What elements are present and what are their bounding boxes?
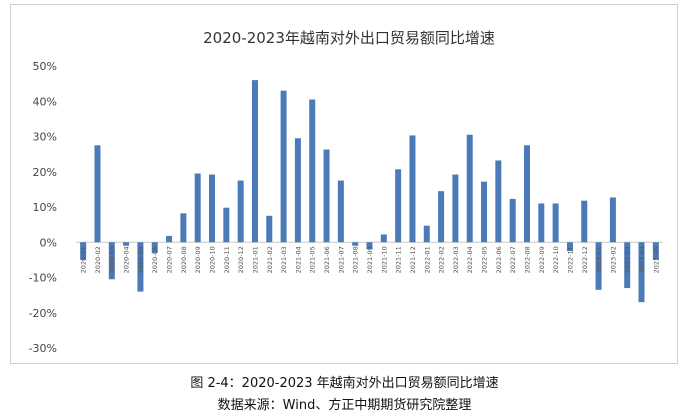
- x-tick-label: 2020-11: [223, 246, 231, 273]
- y-tick-label: 50%: [33, 60, 57, 73]
- x-tick-label: 2021-06: [323, 246, 331, 273]
- bar: [652, 242, 659, 260]
- bar: [108, 242, 115, 280]
- bar: [209, 174, 216, 243]
- bar: [380, 234, 387, 243]
- x-tick-label: 2023-03: [624, 246, 632, 273]
- y-tick-label: -20%: [29, 307, 57, 320]
- x-tick-label: 2022-05: [481, 246, 489, 273]
- x-tick-label: 2020-07: [166, 246, 174, 273]
- x-tick-label: 2020-10: [209, 246, 217, 273]
- bar: [237, 180, 244, 243]
- bar: [609, 197, 616, 243]
- bars: [80, 80, 659, 303]
- x-tick-label: 2020-04: [123, 246, 131, 273]
- x-tick-label: 2021-08: [352, 246, 360, 273]
- y-tick-label: -30%: [29, 342, 57, 355]
- x-tick-label: 2021-02: [266, 246, 274, 273]
- x-tick-label: 2022-06: [495, 246, 503, 273]
- x-axis: 2020-01 2020-02 2020-03 2020-04 2020-05 2020-…: [80, 246, 661, 273]
- x-tick-label: 2021-04: [294, 246, 302, 273]
- bar: [337, 180, 344, 243]
- x-tick-label: 2022-07: [509, 246, 517, 273]
- bar: [123, 242, 130, 246]
- figure-caption: 图 2-4：2020-2023 年越南对外出口贸易额同比增速: [190, 376, 499, 391]
- bar: [581, 200, 588, 243]
- bar: [94, 145, 101, 243]
- y-axis: 50% 40% 30% 20% 10% 0% -10% -20% -30%: [29, 60, 663, 355]
- x-tick-label: 2021-10: [380, 246, 388, 273]
- x-tick-label: 2020-02: [94, 246, 102, 273]
- chart-frame: 2020-2023年越南对外出口贸易额同比增速 50% 40% 30% 20% 10% 0…: [10, 4, 678, 364]
- x-tick-label: 2021-09: [366, 246, 374, 273]
- bar: [166, 235, 173, 243]
- x-tick-label: 2020-12: [237, 246, 245, 273]
- bar: [595, 242, 602, 290]
- y-tick-label: 10%: [33, 201, 57, 214]
- bar: [466, 134, 473, 243]
- bar: [638, 242, 645, 303]
- x-tick-label: 2021-05: [309, 246, 317, 273]
- bar: [495, 160, 502, 243]
- x-tick-label: 2022-10: [552, 246, 560, 273]
- bar: [151, 242, 158, 253]
- x-tick-label: 2023-01: [595, 246, 603, 273]
- x-tick-label: 2022-08: [523, 246, 531, 273]
- x-tick-label: 2022-01: [423, 246, 431, 273]
- x-tick-label: 2023-05: [652, 246, 660, 273]
- x-tick-label: 2021-12: [409, 246, 417, 273]
- bar: [409, 135, 416, 243]
- chart-title: 2020-2023年越南对外出口贸易额同比增速: [203, 29, 495, 47]
- bar: [552, 203, 559, 243]
- x-tick-label: 2020-01: [80, 246, 88, 273]
- bar: [251, 80, 258, 243]
- y-tick-label: 30%: [33, 131, 57, 144]
- y-tick-label: -10%: [29, 272, 57, 285]
- bar: [294, 138, 301, 243]
- source-caption: 数据来源：Wind、方正中期期货研究院整理: [217, 398, 472, 413]
- y-tick-label: 20%: [33, 166, 57, 179]
- bar: [366, 242, 373, 250]
- x-tick-label: 2020-06: [151, 246, 159, 273]
- bar: [309, 99, 316, 243]
- y-tick-label: 0%: [40, 236, 57, 249]
- x-tick-label: 2020-09: [194, 246, 202, 273]
- x-tick-label: 2020-05: [137, 246, 145, 273]
- bar: [523, 145, 530, 243]
- bar: [452, 174, 459, 243]
- x-tick-label: 2022-09: [538, 246, 546, 273]
- x-tick-label: 2023-02: [609, 246, 617, 273]
- bar: [538, 203, 545, 243]
- bar: [423, 225, 430, 243]
- x-tick-label: 2021-01: [251, 246, 259, 273]
- bar: [352, 242, 359, 246]
- x-tick-label: 2022-11: [566, 246, 574, 273]
- x-tick-label: 2021-03: [280, 246, 288, 273]
- x-tick-label: 2020-03: [108, 246, 116, 273]
- x-tick-label: 2022-03: [452, 246, 460, 273]
- x-tick-label: 2022-02: [438, 246, 446, 273]
- bar: [509, 198, 516, 243]
- x-tick-label: 2022-04: [466, 246, 474, 273]
- bar: [180, 213, 187, 243]
- bar: [323, 149, 330, 243]
- bar: [280, 90, 287, 243]
- chart-svg: 2020-2023年越南对外出口贸易额同比增速 50% 40% 30% 20% 10% 0…: [29, 29, 663, 355]
- bar: [80, 242, 87, 260]
- bar: [266, 215, 273, 243]
- x-tick-label: 2021-07: [337, 246, 345, 273]
- x-tick-label: 2020-08: [180, 246, 188, 273]
- x-tick-label: 2023-04: [638, 246, 646, 273]
- x-tick-label: 2022-12: [581, 246, 589, 273]
- bar: [566, 242, 573, 252]
- bar: [481, 181, 488, 243]
- y-tick-label: 40%: [33, 95, 57, 108]
- bar: [395, 169, 402, 243]
- bar: [137, 242, 144, 292]
- bar: [624, 242, 631, 289]
- bar: [438, 191, 445, 243]
- bar: [223, 207, 230, 243]
- x-tick-label: 2021-11: [395, 246, 403, 273]
- bar: [194, 173, 201, 243]
